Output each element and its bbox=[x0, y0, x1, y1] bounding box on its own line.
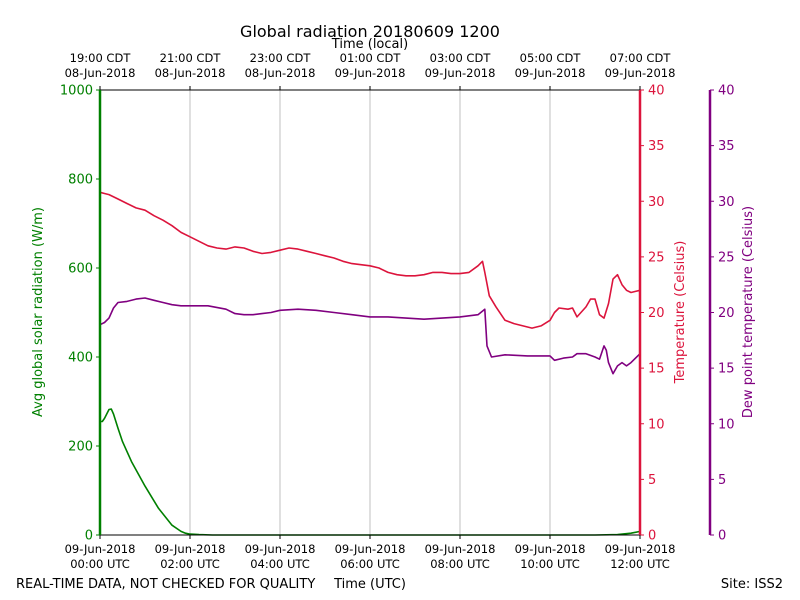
x-tick-label-top-time: 01:00 CDT bbox=[340, 51, 402, 65]
y-axis-label-temperature: Temperature (Celsius) bbox=[673, 241, 688, 385]
x-tick-label-top-date: 09-Jun-2018 bbox=[335, 66, 406, 80]
ticks: 0200400600800100005101520253035400510152… bbox=[60, 51, 735, 571]
y-tick-label-temperature: 20 bbox=[648, 306, 665, 321]
x-tick-label-bottom-date: 09-Jun-2018 bbox=[155, 542, 226, 556]
x-tick-label-bottom-date: 09-Jun-2018 bbox=[515, 542, 586, 556]
y-tick-label-temperature: 30 bbox=[648, 195, 665, 210]
x-axis-label: Time (UTC) bbox=[333, 577, 406, 592]
x-tick-label-top-time: 23:00 CDT bbox=[250, 51, 312, 65]
x-tick-label-top-date: 08-Jun-2018 bbox=[65, 66, 136, 80]
y-tick-label-temperature: 25 bbox=[648, 250, 665, 265]
x-tick-label-top-date: 08-Jun-2018 bbox=[155, 66, 226, 80]
y-axis-label-dewpoint: Dew point temperature (Celsius) bbox=[741, 206, 756, 418]
x-tick-label-bottom-time: 10:00 UTC bbox=[520, 557, 580, 571]
grid bbox=[189, 90, 551, 535]
series-line-temperature bbox=[99, 191, 641, 329]
x-tick-label-bottom-time: 08:00 UTC bbox=[430, 557, 490, 571]
y-axis-label-radiation: Avg global solar radiation (W/m) bbox=[31, 207, 46, 417]
y-tick-label-dewpoint: 20 bbox=[718, 306, 735, 321]
x-tick-label-top-time: 05:00 CDT bbox=[520, 51, 582, 65]
y-tick-label-radiation: 400 bbox=[68, 351, 93, 366]
x-tick-label-top-time: 07:00 CDT bbox=[610, 51, 672, 65]
y-tick-label-radiation: 200 bbox=[68, 440, 93, 455]
x-tick-label-bottom-date: 09-Jun-2018 bbox=[65, 542, 136, 556]
y-tick-label-radiation: 800 bbox=[68, 173, 93, 188]
y-tick-label-dewpoint: 25 bbox=[718, 250, 735, 265]
y-tick-label-dewpoint: 15 bbox=[718, 362, 735, 377]
x-tick-label-bottom-time: 02:00 UTC bbox=[160, 557, 220, 571]
x-tick-label-top-time: 03:00 CDT bbox=[430, 51, 492, 65]
series-line-dewpoint bbox=[99, 297, 641, 375]
x-tick-label-top-date: 08-Jun-2018 bbox=[245, 66, 316, 80]
chart-title: Global radiation 20180609 1200 bbox=[240, 22, 500, 41]
y-tick-label-temperature: 15 bbox=[648, 362, 665, 377]
y-tick-label-temperature: 0 bbox=[648, 529, 656, 544]
top-axis-label: Time (local) bbox=[331, 37, 408, 52]
x-tick-label-top-date: 09-Jun-2018 bbox=[515, 66, 586, 80]
x-tick-label-bottom-date: 09-Jun-2018 bbox=[425, 542, 496, 556]
footer-disclaimer: REAL-TIME DATA, NOT CHECKED FOR QUALITY bbox=[16, 577, 315, 592]
x-tick-label-top-time: 19:00 CDT bbox=[70, 51, 132, 65]
x-tick-label-bottom-date: 09-Jun-2018 bbox=[605, 542, 676, 556]
x-tick-label-bottom-time: 00:00 UTC bbox=[70, 557, 130, 571]
x-tick-label-top-date: 09-Jun-2018 bbox=[605, 66, 676, 80]
x-tick-label-top-date: 09-Jun-2018 bbox=[425, 66, 496, 80]
x-tick-label-bottom-time: 12:00 UTC bbox=[610, 557, 670, 571]
x-tick-label-bottom-time: 04:00 UTC bbox=[250, 557, 310, 571]
x-tick-label-bottom-time: 06:00 UTC bbox=[340, 557, 400, 571]
y-tick-label-radiation: 1000 bbox=[60, 84, 93, 99]
y-tick-label-radiation: 600 bbox=[68, 262, 93, 277]
axes bbox=[98, 89, 712, 536]
y-tick-label-dewpoint: 10 bbox=[718, 417, 735, 432]
y-tick-label-dewpoint: 0 bbox=[718, 529, 726, 544]
footer-site: Site: ISS2 bbox=[721, 577, 783, 592]
x-tick-label-top-time: 21:00 CDT bbox=[160, 51, 222, 65]
y-tick-label-dewpoint: 5 bbox=[718, 473, 726, 488]
y-tick-label-dewpoint: 40 bbox=[718, 84, 735, 99]
y-tick-label-temperature: 10 bbox=[648, 417, 665, 432]
y-tick-label-dewpoint: 30 bbox=[718, 195, 735, 210]
y-tick-label-radiation: 0 bbox=[85, 529, 93, 544]
x-tick-label-bottom-date: 09-Jun-2018 bbox=[335, 542, 406, 556]
y-tick-label-temperature: 35 bbox=[648, 139, 665, 154]
y-tick-label-dewpoint: 35 bbox=[718, 139, 735, 154]
x-tick-label-bottom-date: 09-Jun-2018 bbox=[245, 542, 316, 556]
y-tick-label-temperature: 5 bbox=[648, 473, 656, 488]
y-tick-label-temperature: 40 bbox=[648, 84, 665, 99]
